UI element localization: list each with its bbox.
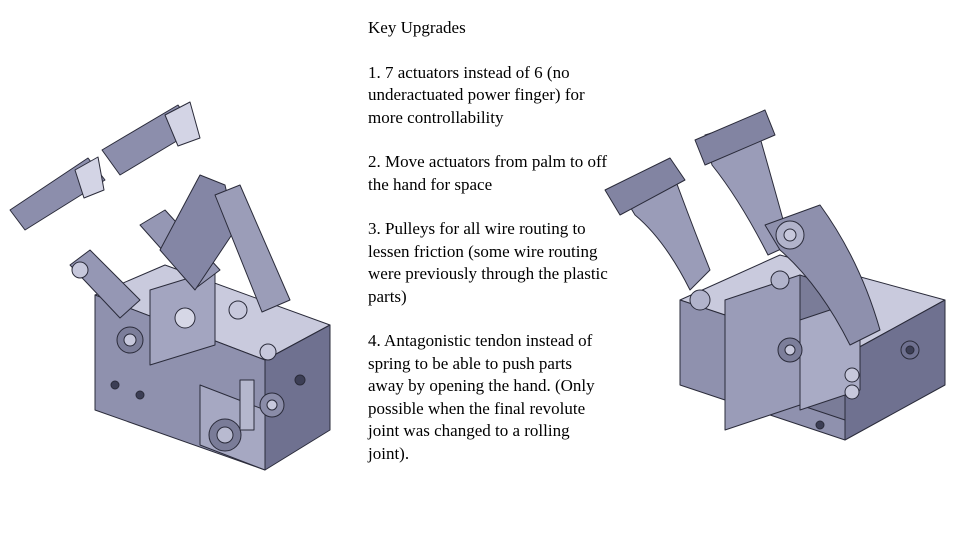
roller-2	[844, 384, 860, 400]
finger-left-tip	[74, 156, 105, 199]
joint-right	[259, 343, 277, 361]
finger-mid-tip	[694, 109, 776, 166]
joint-left	[71, 261, 89, 279]
finger-mid-tip	[164, 101, 201, 147]
key-upgrades-notes: Key Upgrades 1. 7 actuators instead of 6…	[368, 17, 608, 487]
finger-left-tip	[604, 157, 686, 216]
upgrade-item-2: 2. Move actuators from palm to off the h…	[368, 152, 608, 194]
notes-title: Key Upgrades	[368, 18, 466, 37]
joint-left	[689, 289, 711, 311]
upgrade-item-3: 3. Pulleys for all wire routing to lesse…	[368, 219, 608, 306]
upgrade-item-1: 1. 7 actuators instead of 6 (no underact…	[368, 62, 585, 127]
upgrade-item-4: 4. Antagonistic tendon instead of spring…	[368, 331, 595, 463]
thumb-link	[214, 184, 291, 313]
previous-hand-cad-render	[9, 101, 331, 471]
roller-1	[844, 367, 860, 383]
upgraded-hand-cad-render	[604, 109, 946, 441]
joint-mid	[770, 270, 790, 290]
joint-mid	[228, 300, 248, 320]
